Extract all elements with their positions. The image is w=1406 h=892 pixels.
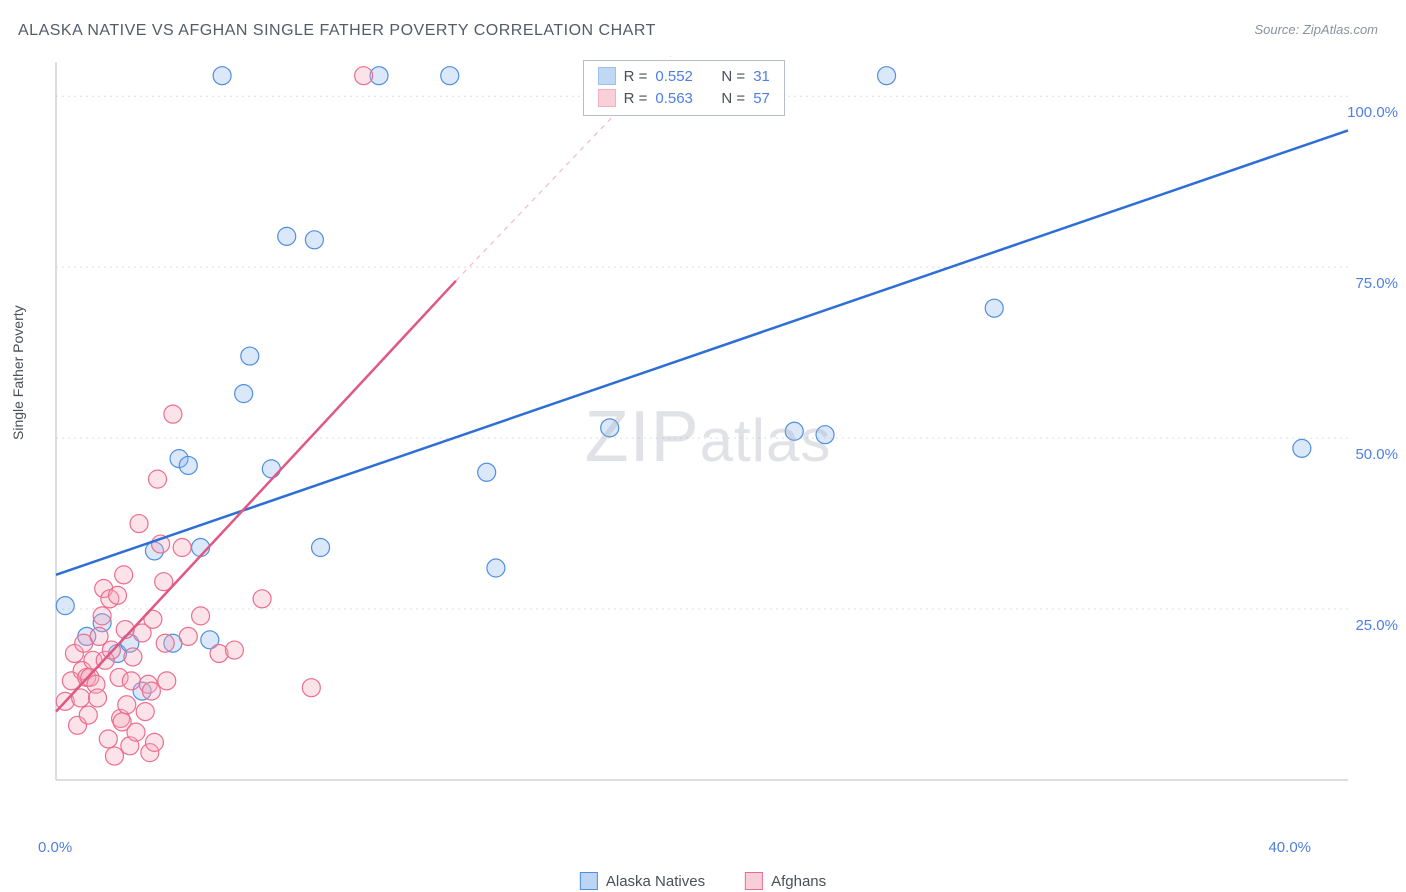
source-credit: Source: ZipAtlas.com — [1254, 22, 1378, 37]
legend-label: Alaska Natives — [606, 873, 705, 890]
stat-swatch — [598, 67, 616, 85]
stat-n-label: N = — [721, 90, 745, 107]
legend-swatch — [745, 872, 763, 890]
y-tick-label: 25.0% — [1355, 617, 1398, 634]
chart-title: ALASKA NATIVE VS AFGHAN SINGLE FATHER PO… — [18, 22, 656, 40]
x-tick-label: 0.0% — [38, 839, 72, 856]
stat-n-value: 57 — [753, 90, 770, 107]
stat-swatch — [598, 89, 616, 107]
chart-plot-area: ZIPatlas R = 0.552 N = 31R = 0.563 N = 5… — [48, 56, 1368, 818]
y-tick-label: 100.0% — [1347, 104, 1398, 121]
stat-n-label: N = — [721, 68, 745, 85]
legend-label: Afghans — [771, 873, 826, 890]
stats-legend-box: R = 0.552 N = 31R = 0.563 N = 57 — [583, 60, 785, 116]
legend-swatch — [580, 872, 598, 890]
legend-item: Afghans — [745, 872, 826, 890]
series-legend: Alaska Natives Afghans — [580, 872, 826, 890]
stat-r-label: R = — [624, 68, 648, 85]
y-tick-label: 50.0% — [1355, 446, 1398, 463]
x-tick-label: 40.0% — [1268, 839, 1311, 856]
legend-item: Alaska Natives — [580, 872, 705, 890]
stat-r-value: 0.552 — [655, 68, 693, 85]
y-axis-label: Single Father Poverty — [10, 305, 26, 440]
stat-row: R = 0.563 N = 57 — [598, 87, 770, 109]
scatter-svg — [48, 56, 1368, 818]
y-tick-label: 75.0% — [1355, 275, 1398, 292]
stat-r-label: R = — [624, 90, 648, 107]
stat-n-value: 31 — [753, 68, 770, 85]
stat-r-value: 0.563 — [655, 90, 693, 107]
stat-row: R = 0.552 N = 31 — [598, 65, 770, 87]
